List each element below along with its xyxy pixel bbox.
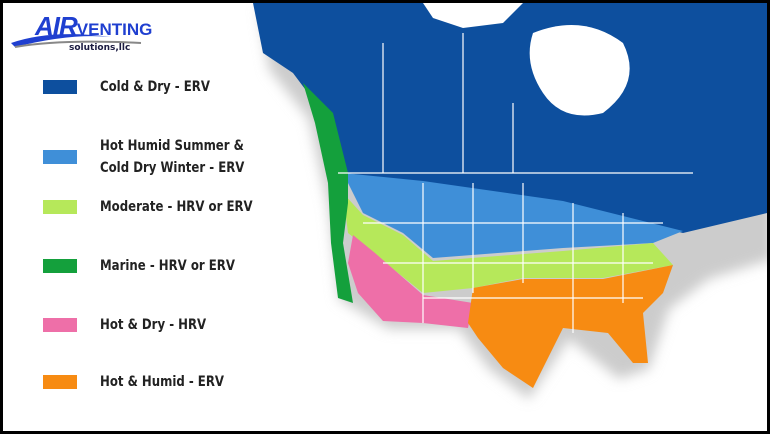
- logo-wordmark: AIRVENTING: [35, 11, 152, 42]
- borders: [338, 33, 693, 333]
- logo-swoosh-icon: [11, 34, 142, 48]
- legend-item-hot-dry: Hot & Dry - HRV: [43, 314, 218, 336]
- legend-label: Cold & Dry - ERV: [100, 79, 210, 95]
- legend-swatch: [43, 318, 77, 332]
- legend-item-hot-humid: Hot & Humid - ERV: [43, 371, 238, 393]
- legend-label-line2: Cold Dry Winter - ERV: [100, 160, 245, 176]
- legend-swatch: [43, 200, 77, 214]
- logo-subtitle: solutions,llc: [69, 43, 131, 53]
- climate-zone-map-frame: AIRVENTING solutions,llc Cold & Dry - ER…: [3, 3, 767, 431]
- airventing-logo: AIRVENTING solutions,llc: [11, 9, 161, 53]
- north-america-climate-map: [253, 3, 767, 399]
- legend-swatch: [43, 150, 77, 164]
- legend-label: Hot Humid Summer & Cold Dry Winter - ERV: [100, 135, 244, 179]
- legend-label: Hot & Humid - ERV: [100, 374, 224, 390]
- logo-venting: VENTING: [76, 20, 153, 39]
- legend-swatch: [43, 259, 77, 273]
- legend-label: Moderate - HRV or ERV: [100, 199, 253, 215]
- zone-hot-humid: [468, 265, 673, 388]
- zone-hot-humid-cold-winter: [343, 173, 683, 258]
- legend-label-line1: Hot Humid Summer &: [100, 138, 244, 154]
- legend-item-hot-humid-summer-cold-winter: Hot Humid Summer & Cold Dry Winter - ERV: [43, 135, 260, 179]
- zone-moderate: [343, 193, 673, 293]
- logo-air: AIR: [35, 11, 78, 41]
- legend-swatch: [43, 375, 77, 389]
- zone-cold-dry: [253, 3, 767, 233]
- hudson-bay: [529, 25, 630, 116]
- legend-item-marine: Marine - HRV or ERV: [43, 255, 250, 277]
- land-regions: [253, 3, 767, 388]
- zone-hot-dry: [348, 235, 473, 328]
- zone-marine: [303, 83, 353, 303]
- legend-label: Hot & Dry - HRV: [100, 317, 207, 333]
- legend-item-cold-dry: Cold & Dry - ERV: [43, 76, 222, 98]
- arctic-islands: [423, 3, 523, 28]
- legend-item-moderate: Moderate - HRV or ERV: [43, 196, 270, 218]
- legend-label: Marine - HRV or ERV: [100, 258, 235, 274]
- legend-swatch: [43, 80, 77, 94]
